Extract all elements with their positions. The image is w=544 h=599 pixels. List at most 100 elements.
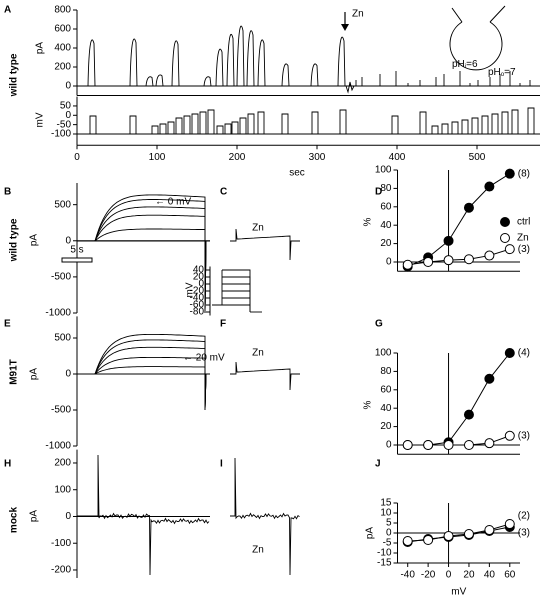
scale-bar-label: 5 s: [70, 245, 83, 256]
y-tick-label: 0: [386, 257, 392, 268]
y-tick-label: -100: [51, 129, 71, 140]
panel-label: E: [4, 319, 11, 330]
current-trace: [77, 454, 210, 576]
y-axis-label: pA: [29, 510, 40, 523]
data-point: [463, 529, 474, 539]
y-tick-label: 40: [380, 403, 392, 414]
panel-label: D: [375, 187, 382, 198]
data-point: [402, 536, 413, 546]
panel-label: J: [375, 459, 381, 470]
y-tick-label: -40: [190, 293, 205, 304]
current-trace: [77, 25, 540, 94]
data-point: [423, 440, 434, 450]
x-tick-label: 0: [74, 152, 80, 163]
data-point: [504, 244, 515, 255]
y-tick-label: 100: [375, 165, 392, 176]
data-point: [484, 250, 495, 261]
n-label: (8): [518, 168, 530, 179]
x-tick-label: 100: [149, 152, 166, 163]
row-label: wild type: [9, 53, 20, 97]
data-point: [423, 257, 434, 267]
data-point: [504, 430, 515, 441]
y-tick-label: 100: [375, 348, 392, 359]
current-trace: [222, 276, 251, 312]
y-tick-label: 0: [65, 511, 71, 522]
annotation: ← 0 mV: [155, 197, 191, 208]
panel-label: F: [220, 319, 226, 330]
y-tick-label: -10: [377, 548, 392, 559]
legend-label: Zn: [517, 233, 529, 244]
legend-label: ctrl: [517, 217, 530, 228]
panel-label: I: [220, 459, 223, 470]
data-point: [504, 519, 515, 529]
annotation: Zn: [352, 9, 364, 20]
n-label: (4): [518, 348, 530, 359]
x-axis-label: sec: [289, 168, 305, 179]
y-axis-label: %: [363, 217, 374, 226]
y-tick-label: 100: [54, 484, 71, 495]
annotation: Zn: [252, 348, 264, 359]
n-label: (3): [518, 528, 530, 539]
n-label: (3): [518, 244, 530, 255]
data-point: [463, 440, 474, 450]
current-trace: [77, 333, 210, 411]
annotation: Zn: [252, 223, 264, 234]
legend-marker: [500, 233, 510, 243]
y-tick-label: -60: [190, 300, 205, 311]
scale-bar: [61, 257, 93, 263]
current-trace: [77, 206, 210, 314]
y-tick-label: 0: [386, 440, 392, 451]
data-point: [463, 254, 474, 265]
y-tick-label: -500: [51, 405, 71, 416]
x-tick-label: 40: [484, 570, 496, 581]
y-axis-label: pA: [29, 234, 40, 247]
y-tick-label: -500: [51, 272, 71, 283]
y-tick-label: -200: [51, 565, 71, 576]
data-point: [402, 440, 413, 450]
x-tick-label: 300: [309, 152, 326, 163]
inside-ph: pHi=6: [452, 59, 478, 70]
series-line: [407, 435, 510, 446]
data-point: [402, 259, 413, 270]
y-tick-label: -15: [377, 558, 392, 569]
y-tick-label: 800: [54, 5, 71, 16]
panel-label: B: [4, 187, 11, 198]
y-tick-label: 0: [65, 110, 71, 121]
y-tick-label: 5: [386, 518, 392, 529]
y-axis-label: mV: [185, 282, 196, 297]
current-trace: [77, 346, 210, 411]
data-point: [423, 535, 434, 545]
data-point: [484, 373, 495, 384]
y-axis-label: mV: [35, 112, 46, 127]
y-tick-label: 10: [380, 508, 392, 519]
y-tick-label: -5: [383, 538, 392, 549]
data-point: [443, 235, 454, 246]
y-tick-label: 60: [380, 384, 392, 395]
y-tick-label: 60: [380, 201, 392, 212]
x-tick-label: -40: [400, 570, 415, 581]
data-point: [484, 181, 495, 192]
y-tick-label: 15: [380, 498, 392, 509]
y-tick-label: 50: [60, 101, 72, 112]
y-tick-label: -1000: [45, 441, 71, 452]
y-tick-label: 200: [54, 62, 71, 73]
y-tick-label: 40: [193, 265, 205, 276]
y-axis-label: pA: [35, 42, 46, 55]
panel-label: H: [4, 459, 11, 470]
y-tick-label: 200: [54, 458, 71, 469]
data-point: [443, 440, 454, 450]
y-tick-label: -20: [190, 286, 205, 297]
x-tick-label: 60: [504, 570, 516, 581]
panel-label: C: [220, 187, 227, 198]
current-trace: [212, 270, 223, 306]
y-tick-label: 80: [380, 183, 392, 194]
y-axis-label: %: [363, 400, 374, 409]
ph-sub: o: [501, 72, 505, 78]
data-point: [504, 168, 515, 179]
cell-outline: [449, 21, 503, 71]
data-point: [463, 409, 474, 420]
y-tick-label: 500: [54, 333, 71, 344]
y-tick-label: 0: [386, 528, 392, 539]
